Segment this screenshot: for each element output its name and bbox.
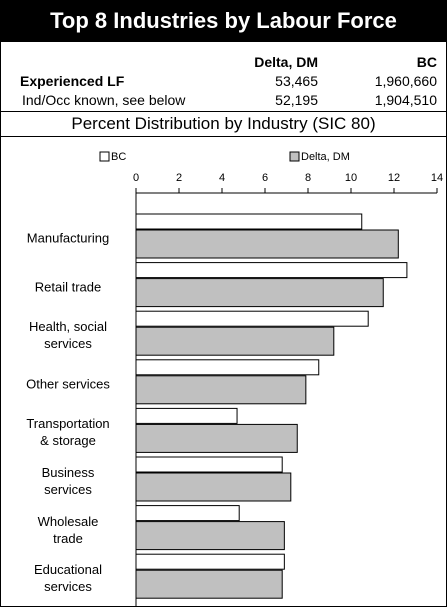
category-label: Business services [41, 465, 95, 497]
page-title: Top 8 Industries by Labour Force [0, 0, 447, 42]
table-value: 53,465 [275, 73, 318, 89]
bar [135, 229, 399, 259]
x-tick-label: 2 [176, 172, 182, 184]
x-tick-label: 8 [305, 172, 311, 184]
x-tick-label: 4 [219, 172, 225, 184]
bar [135, 359, 320, 376]
x-tick-label: 6 [262, 172, 268, 184]
bar [135, 326, 335, 356]
x-tick-label: 14 [431, 172, 443, 184]
bar [135, 262, 408, 279]
category-label: Wholesale trade [37, 513, 99, 546]
bar [135, 213, 363, 230]
bar [135, 278, 384, 308]
x-tick-label: 12 [388, 172, 400, 184]
category-label: Health, social services [28, 319, 108, 352]
category-label: Educational services [34, 562, 102, 595]
category-label: Retail trade [34, 279, 102, 295]
bar [135, 505, 240, 522]
row-label: Experienced LF [20, 73, 125, 89]
chart-title: Percent Distribution by Industry (SIC 80… [0, 111, 447, 137]
bar [135, 569, 283, 599]
bar [135, 423, 298, 453]
category-label: Other services [26, 376, 110, 392]
bar [135, 521, 285, 551]
legend-swatch [99, 151, 110, 162]
legend-label: BC [111, 151, 126, 163]
row-label: Ind/Occ known, see below [22, 92, 186, 108]
legend-swatch [289, 151, 300, 162]
bar [135, 553, 285, 570]
table-value: 1,904,510 [374, 92, 437, 108]
column-header: Delta, DM [254, 54, 318, 70]
x-tick-label: 0 [133, 172, 139, 184]
x-tick-label: 10 [345, 172, 357, 184]
bar [135, 375, 307, 405]
bar [135, 456, 283, 473]
column-header: BC [416, 54, 437, 70]
table-value: 1,960,660 [374, 73, 437, 89]
legend-label: Delta, DM [301, 151, 350, 163]
bar [135, 407, 238, 424]
category-label: Transportation & storage [26, 416, 110, 449]
bar [135, 310, 369, 327]
bar [135, 472, 292, 502]
table-value: 52,195 [275, 92, 318, 108]
category-label: Manufacturing [26, 230, 110, 246]
